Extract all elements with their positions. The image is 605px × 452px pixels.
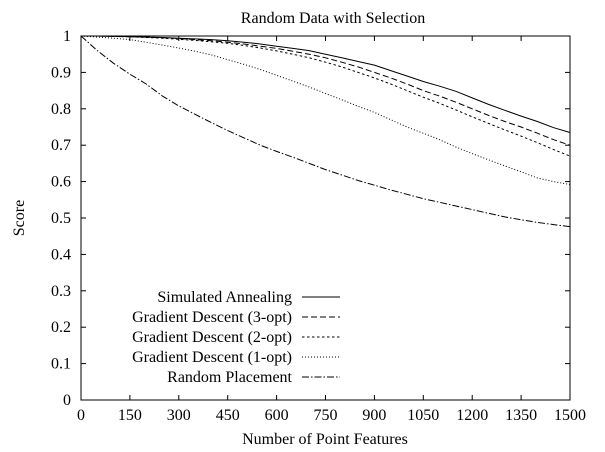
y-tick-label: 0.4 (51, 246, 71, 263)
legend-label-2: Gradient Descent (2-opt) (132, 329, 292, 346)
x-tick-label: 900 (362, 407, 386, 424)
y-tick-label: 0.5 (51, 210, 71, 227)
y-tick-label: 0.6 (51, 174, 71, 191)
y-tick-label: 0.1 (51, 356, 71, 373)
legend-label-4: Random Placement (167, 369, 292, 386)
x-tick-label: 600 (265, 407, 289, 424)
series-line-3 (80, 35, 571, 185)
y-axis-label: Score (11, 200, 28, 236)
series-lines (80, 35, 571, 228)
x-tick-label: 750 (314, 407, 338, 424)
y-tick-label: 0.8 (51, 101, 71, 118)
y-tick-label: 0.3 (51, 283, 71, 300)
series-line-4 (80, 35, 571, 228)
legend-label-1: Gradient Descent (3-opt) (132, 309, 292, 326)
legend: Simulated Annealing Gradient Descent (3-o… (132, 289, 340, 386)
y-tick-label: 1 (63, 28, 71, 45)
x-tick-label: 1200 (456, 407, 488, 424)
y-tick-label: 0.9 (51, 64, 71, 81)
x-tick-label: 1050 (407, 407, 439, 424)
y-tick-labels: 0 0.1 0.2 0.3 0.4 0.5 0.6 0.7 0.8 0.9 1 (51, 28, 71, 409)
x-tick-label: 1350 (505, 407, 537, 424)
y-tick-label: 0.2 (51, 319, 71, 336)
y-tick-label: 0 (63, 392, 71, 409)
x-tick-labels: 0 150 300 450 600 750 900 1050 1200 1350 1500 (77, 407, 586, 424)
y-tick-label: 0.7 (51, 137, 71, 154)
x-axis-label: Number of Point Features (242, 431, 408, 448)
x-tick-label: 0 (77, 407, 85, 424)
x-tick-label: 300 (167, 407, 191, 424)
axis-ticks (80, 35, 571, 401)
legend-label-0: Simulated Annealing (157, 289, 292, 306)
chart-title: Random Data with Selection (241, 10, 425, 27)
x-tick-label: 150 (118, 407, 142, 424)
x-tick-label: 450 (216, 407, 240, 424)
series-line-2 (81, 35, 571, 157)
legend-label-3: Gradient Descent (1-opt) (132, 349, 292, 366)
x-tick-label: 1500 (554, 407, 586, 424)
